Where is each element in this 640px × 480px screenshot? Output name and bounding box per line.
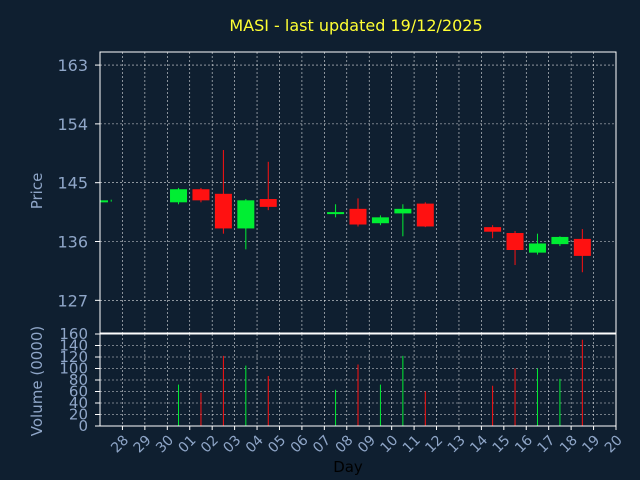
price-grid xyxy=(100,52,616,333)
day-tick-label: 05 xyxy=(265,432,289,456)
day-tick-label: 12 xyxy=(422,432,446,456)
volume-tick-label: 40 xyxy=(69,394,88,412)
candle-body xyxy=(506,233,524,251)
day-tick-label: 06 xyxy=(288,432,312,456)
price-tick-labels: 127 136 145 154 163 xyxy=(57,56,100,310)
day-tick-label: 09 xyxy=(355,432,379,456)
day-tick-label: 16 xyxy=(512,432,536,456)
volume-tick-label: 20 xyxy=(69,406,88,424)
price-tick-label: 163 xyxy=(57,56,88,75)
day-tick-label: 11 xyxy=(400,432,424,456)
candle-body xyxy=(371,217,389,224)
candle-body xyxy=(214,193,232,229)
day-tick-label: 28 xyxy=(108,432,132,456)
candle-body xyxy=(551,236,569,245)
candle-body xyxy=(100,200,108,203)
candle-body xyxy=(416,203,434,227)
day-axis-label: Day xyxy=(333,458,363,476)
day-tick-label: 08 xyxy=(333,432,357,456)
day-tick-label: 29 xyxy=(131,432,155,456)
day-tick-label: 13 xyxy=(445,432,469,456)
candle-body xyxy=(170,189,188,203)
day-tick-label: 01 xyxy=(176,432,200,456)
day-tick-label: 19 xyxy=(579,432,603,456)
chart-title: MASI - last updated 19/12/2025 xyxy=(229,16,482,35)
price-tick-label: 136 xyxy=(57,233,88,252)
volume-tick-label: 80 xyxy=(69,371,88,389)
price-panel-frame xyxy=(99,51,617,334)
candle-body xyxy=(327,212,345,215)
candle-body xyxy=(192,189,210,201)
volume-tick-label: 60 xyxy=(69,383,88,401)
volume-axis-label: Volume (0000) xyxy=(28,326,46,436)
volume-tick-label: 120 xyxy=(59,348,88,366)
price-tick-label: 127 xyxy=(57,291,88,310)
candle-body xyxy=(259,199,277,207)
day-tick-label: 03 xyxy=(220,432,244,456)
day-tick-label: 04 xyxy=(243,432,267,456)
day-tick-label: 18 xyxy=(557,432,581,456)
day-tick-labels: 2829300102030405060708091011121314151617… xyxy=(108,426,626,456)
day-tick-label: 30 xyxy=(153,432,177,456)
candle-body xyxy=(349,208,367,225)
day-tick-label: 14 xyxy=(467,432,491,456)
price-tick-label: 145 xyxy=(57,174,88,193)
candlestick-series xyxy=(100,150,591,273)
volume-tick-label: 100 xyxy=(59,360,88,378)
candle-body xyxy=(394,208,412,214)
price-axis-label: Price xyxy=(28,173,46,210)
candle-body xyxy=(528,243,546,253)
volume-tick-label: 140 xyxy=(59,337,88,355)
volume-tick-label: 160 xyxy=(59,325,88,343)
candle-body xyxy=(484,227,502,232)
volume-series xyxy=(178,339,583,426)
day-tick-label: 10 xyxy=(377,432,401,456)
price-tick-label: 154 xyxy=(57,115,88,134)
day-tick-label: 07 xyxy=(310,432,334,456)
day-tick-label: 20 xyxy=(602,432,626,456)
volume-tick-label: 0 xyxy=(78,417,88,435)
candle-body xyxy=(237,200,255,229)
day-tick-label: 17 xyxy=(535,432,559,456)
day-tick-label: 02 xyxy=(198,432,222,456)
candle-body xyxy=(573,238,591,256)
day-tick-label: 15 xyxy=(490,432,514,456)
volume-panel-frame xyxy=(99,333,617,427)
